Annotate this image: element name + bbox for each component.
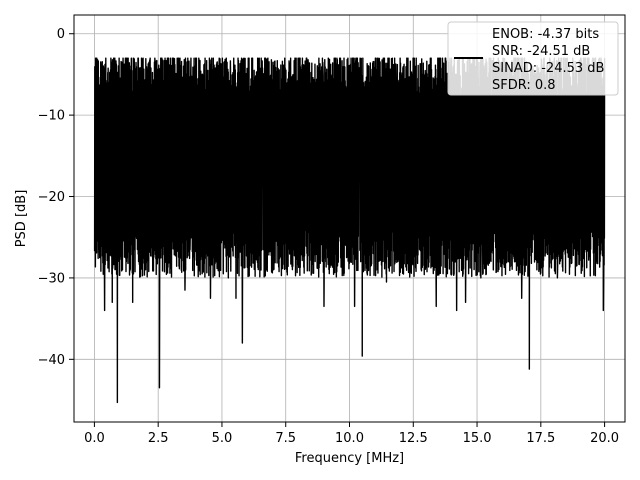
x-tick-label: 10.0 (335, 431, 364, 446)
legend-box (447, 21, 619, 96)
y-tick-label: −20 (38, 190, 65, 205)
axis-ticks: 0.0 2.5 5.0 7.5 10.0 12.5 15.0 17.5 20.0 0 −10 −20 −… (38, 27, 620, 446)
y-tick-label: −40 (38, 353, 65, 368)
y-tick-label: −10 (38, 109, 65, 124)
x-tick-label: 5.0 (212, 431, 233, 446)
x-axis-label: Frequency [MHz] (295, 451, 404, 466)
x-tick-label: 0.0 (84, 431, 105, 446)
x-tick-label: 15.0 (463, 431, 492, 446)
x-tick-label: 7.5 (275, 431, 296, 446)
x-tick-label: 12.5 (399, 431, 428, 446)
legend: ENOB: -4.37 bits SNR: -24.51 dB SINAD: -… (447, 21, 619, 96)
x-tick-label: 17.5 (526, 431, 555, 446)
legend-sinad: SINAD: -24.53 dB (492, 61, 604, 76)
y-tick-label: 0 (57, 27, 65, 42)
legend-sfdr: SFDR: 0.8 (492, 78, 556, 93)
x-tick-label: 20.0 (590, 431, 619, 446)
legend-enob: ENOB: -4.37 bits (492, 27, 599, 42)
y-tick-label: −30 (38, 271, 65, 286)
psd-trace (93, 57, 606, 404)
y-axis-label: PSD [dB] (14, 190, 29, 248)
psd-line (93, 57, 606, 404)
x-tick-label: 2.5 (148, 431, 169, 446)
legend-snr: SNR: -24.51 dB (492, 44, 590, 59)
